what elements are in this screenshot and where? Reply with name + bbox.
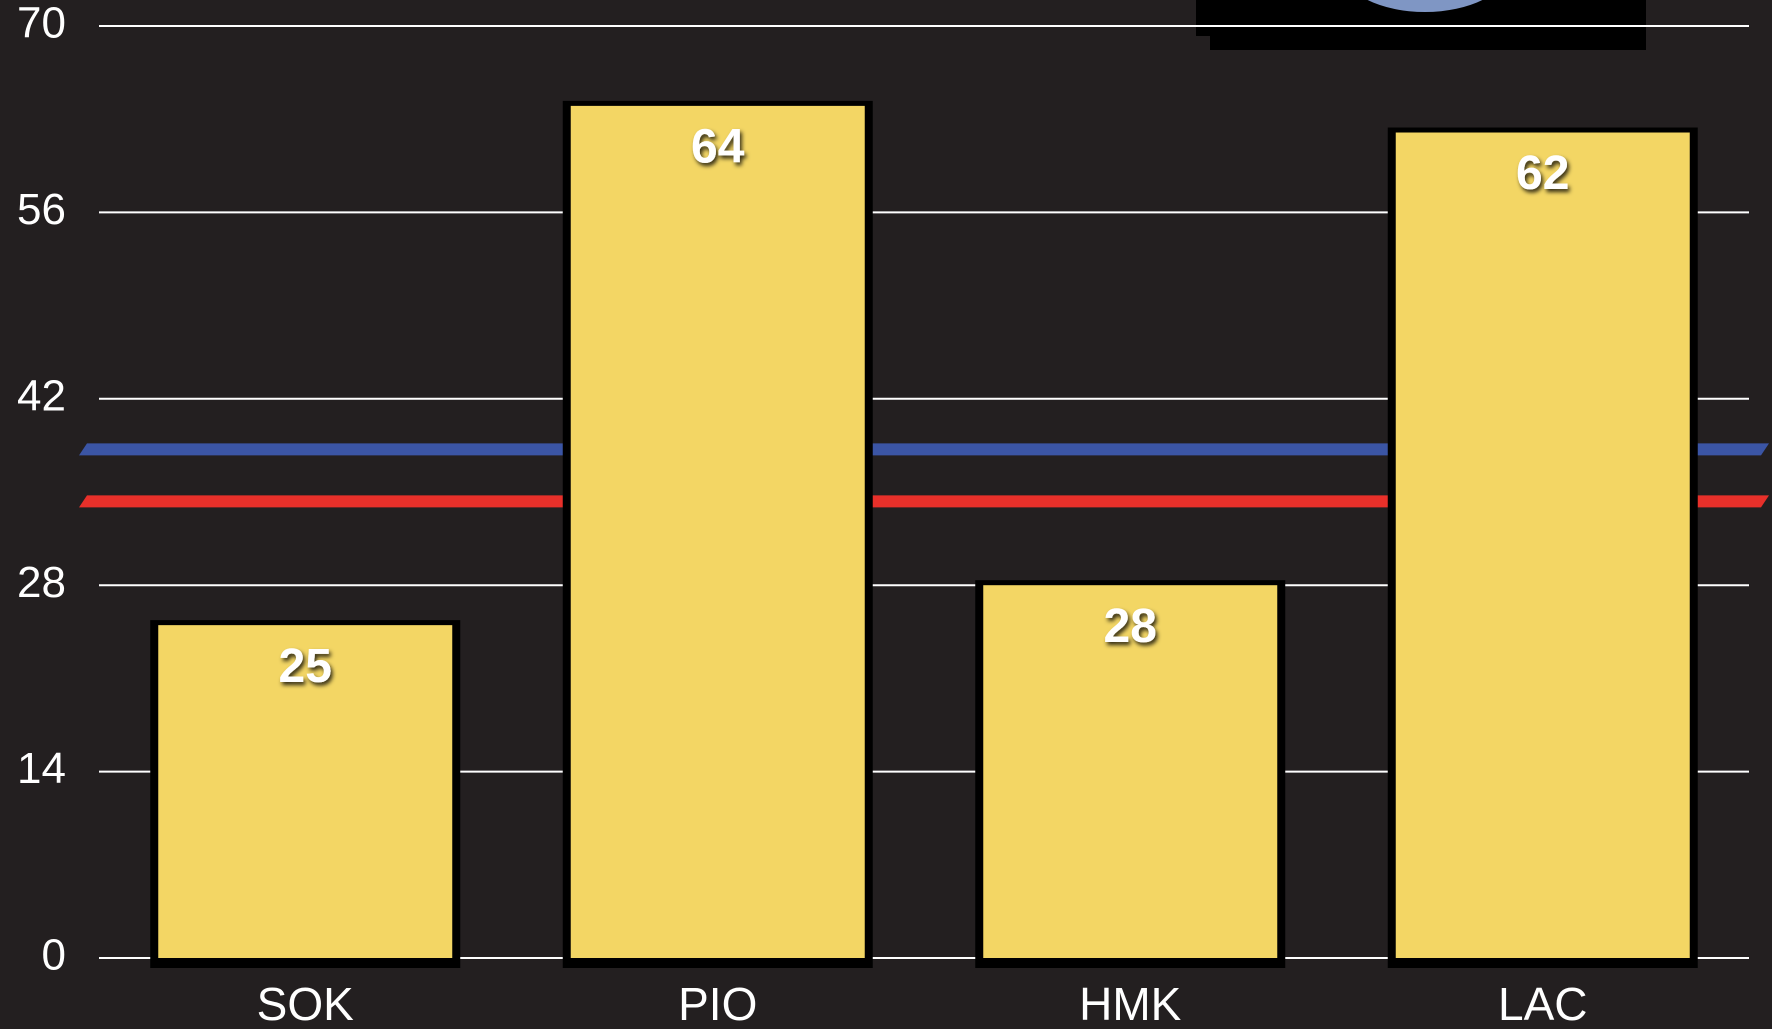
y-tick-label: 70 <box>17 0 66 48</box>
value-label: 64 <box>691 121 745 174</box>
y-tick-label: 42 <box>17 371 66 420</box>
bar <box>983 585 1278 958</box>
y-tick-label: 28 <box>17 558 66 607</box>
y-tick-label: 14 <box>17 744 66 793</box>
x-tick-label: SOK <box>257 978 354 1029</box>
y-tick-label: 0 <box>42 931 66 980</box>
reference-line <box>79 443 1769 456</box>
legend-icon <box>1367 0 1483 12</box>
x-tick-label: LAC <box>1498 978 1587 1029</box>
bar <box>158 625 453 958</box>
value-label: 25 <box>279 640 332 693</box>
value-label: 62 <box>1516 147 1569 200</box>
value-label: 28 <box>1104 600 1157 653</box>
reference-line <box>79 495 1769 508</box>
y-tick-label: 56 <box>17 185 66 234</box>
x-tick-label: HMK <box>1079 978 1182 1029</box>
bar <box>1395 132 1690 958</box>
x-tick-label: PIO <box>678 978 757 1029</box>
bar <box>570 105 865 958</box>
